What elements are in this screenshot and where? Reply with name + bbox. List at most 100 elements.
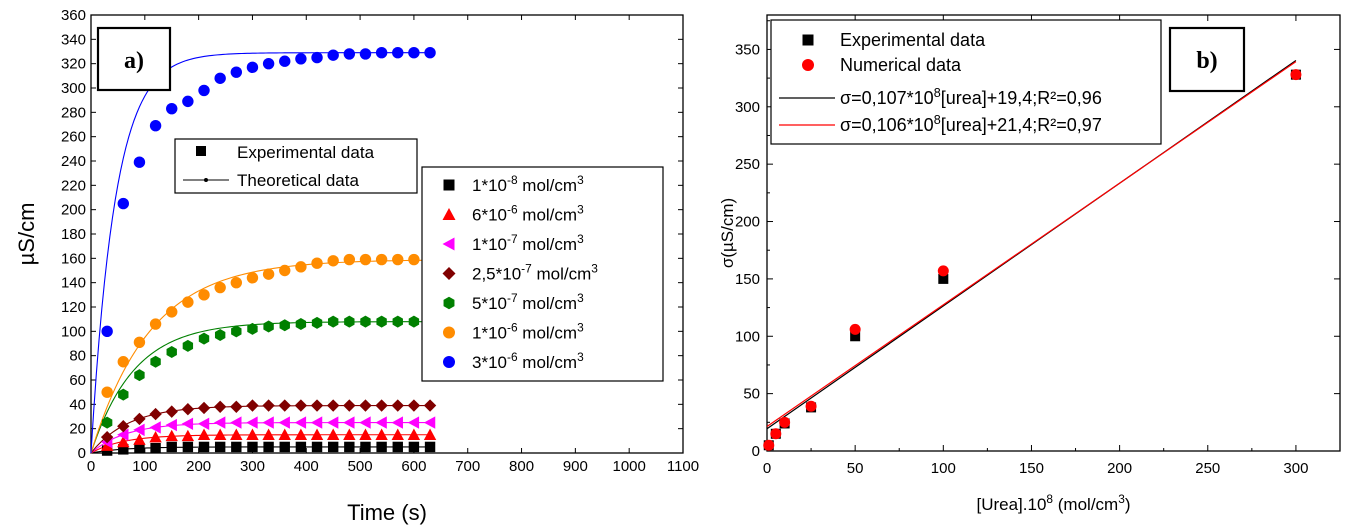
chart-a-x-tick-label: 900 xyxy=(563,458,588,475)
chart-a-y-tick-label: 320 xyxy=(61,56,86,73)
data-point-1-10-8-mol-cm3 xyxy=(134,442,145,454)
data-point-3-10-6-mol-cm3 xyxy=(166,102,178,115)
chart-a-x-tick-label: 500 xyxy=(348,458,373,475)
chart-b-axes: 0 50 100 150 200 250 300 0 50 100 150 200 250 300 350 xyxy=(735,14,1341,477)
data-point-6-10-6-mol-cm3 xyxy=(423,428,437,440)
data-point-2-5-10-7-mol-cm3 xyxy=(359,399,372,412)
data-point-numerical-data xyxy=(779,416,791,428)
chart-b: 0 50 100 150 200 250 300050100150200250300350 … xyxy=(718,14,1341,514)
chart-b-x-tick-label: 200 xyxy=(1107,460,1132,477)
data-point-2-5-10-7-mol-cm3 xyxy=(278,399,291,412)
chart-b-y-tick-label: 0 xyxy=(752,443,760,460)
chart-b-fit-lines xyxy=(766,59,1297,430)
data-point-1-10-8-mol-cm3 xyxy=(327,441,339,453)
legend-marker-3-10-6-mol-cm3 xyxy=(443,356,455,368)
data-point-1-10-8-mol-cm3 xyxy=(311,441,323,453)
data-point-1-10-6-mol-cm3 xyxy=(279,264,291,277)
chart-a-y-tick-label: 280 xyxy=(61,104,86,121)
data-point-6-10-6-mol-cm3 xyxy=(359,428,372,440)
data-point-2-5-10-7-mol-cm3 xyxy=(181,403,195,416)
data-point-3-10-6-mol-cm3 xyxy=(375,47,388,59)
chart-a-y-axis-title: µS/cm xyxy=(14,203,39,266)
data-point-1-10-7-mol-cm3 xyxy=(326,416,339,429)
data-point-numerical-data xyxy=(1290,69,1302,81)
data-point-1-10-8-mol-cm3 xyxy=(424,441,436,453)
data-point-1-10-8-mol-cm3 xyxy=(118,444,129,455)
data-point-1-10-7-mol-cm3 xyxy=(294,416,307,429)
chart-a-y-tick-label: 360 xyxy=(61,7,86,24)
data-point-5-10-7-mol-cm3 xyxy=(134,369,145,382)
data-point-6-10-6-mol-cm3 xyxy=(117,435,130,448)
data-point-experimental-data xyxy=(850,331,861,342)
chart-b-legend: Experimental data Numerical data σ=0,107*1… xyxy=(770,19,1162,145)
data-point-5-10-7-mol-cm3 xyxy=(182,339,194,352)
theoretical-curve-6-10-6-mol-cm3 xyxy=(90,434,431,454)
data-point-1-10-6-mol-cm3 xyxy=(327,255,339,267)
chart-a-y-tick-label: 60 xyxy=(69,372,86,389)
data-point-2-5-10-7-mol-cm3 xyxy=(133,412,146,426)
legend-marker-numerical-data xyxy=(802,59,814,71)
chart-b-y-tick-label: 300 xyxy=(735,99,760,116)
data-point-6-10-6-mol-cm3 xyxy=(326,428,340,440)
chart-b-y-axis-title: σ(µS/cm) xyxy=(718,198,737,268)
legend-fit-label-1: σ=0,107*108[urea]+19,4;R²=0,96 xyxy=(840,86,1102,108)
legend-label-3-10-6-mol-cm3: 3*10-6 mol/cm3 xyxy=(472,350,584,372)
legend-label-1-10-6-mol-cm3: 1*10-6 mol/cm3 xyxy=(472,321,584,343)
data-point-1-10-8-mol-cm3 xyxy=(150,442,161,454)
chart-b-panel-label: b) xyxy=(1196,48,1217,74)
data-point-1-10-7-mol-cm3 xyxy=(117,428,129,441)
data-point-6-10-6-mol-cm3 xyxy=(165,429,178,442)
legend-marker-5-10-7-mol-cm3 xyxy=(443,296,455,310)
data-point-5-10-7-mol-cm3 xyxy=(231,325,242,338)
data-point-numerical-data xyxy=(849,323,861,335)
data-point-1-10-7-mol-cm3 xyxy=(165,418,177,432)
data-point-1-10-8-mol-cm3 xyxy=(166,441,177,453)
legend-marker-1-10-7-mol-cm3 xyxy=(442,237,455,251)
data-point-1-10-7-mol-cm3 xyxy=(262,416,274,429)
data-point-1-10-6-mol-cm3 xyxy=(343,253,356,266)
data-point-2-5-10-7-mol-cm3 xyxy=(326,399,340,412)
data-point-6-10-6-mol-cm3 xyxy=(213,428,227,440)
data-point-6-10-6-mol-cm3 xyxy=(197,428,211,440)
data-point-1-10-7-mol-cm3 xyxy=(213,416,226,429)
chart-a-data-points xyxy=(100,47,437,456)
chart-b-y-tick-label: 100 xyxy=(735,328,760,345)
data-point-5-10-7-mol-cm3 xyxy=(408,315,420,328)
chart-a-y-tick-label: 200 xyxy=(61,202,86,219)
data-point-1-10-6-mol-cm3 xyxy=(182,296,194,308)
theoretical-curve-1-10-6-mol-cm3 xyxy=(90,259,431,454)
data-point-3-10-6-mol-cm3 xyxy=(198,84,210,97)
chart-a-x-tick-label: 400 xyxy=(294,458,319,475)
data-point-3-10-6-mol-cm3 xyxy=(343,48,356,60)
data-point-3-10-6-mol-cm3 xyxy=(279,55,291,67)
data-point-1-10-6-mol-cm3 xyxy=(408,253,420,266)
data-point-2-5-10-7-mol-cm3 xyxy=(407,399,421,412)
data-point-5-10-7-mol-cm3 xyxy=(376,315,387,328)
data-point-6-10-6-mol-cm3 xyxy=(262,428,275,440)
data-point-6-10-6-mol-cm3 xyxy=(181,429,195,442)
theoretical-curve-1-10-8-mol-cm3 xyxy=(90,446,431,454)
data-point-5-10-7-mol-cm3 xyxy=(118,388,129,401)
chart-b-x-tick-label: 0 xyxy=(763,460,771,477)
legend-label-1-10-7-mol-cm3: 1*10-7 mol/cm3 xyxy=(472,232,584,254)
data-point-6-10-6-mol-cm3 xyxy=(391,428,404,440)
chart-a-theoretical-curves xyxy=(90,52,431,454)
data-point-5-10-7-mol-cm3 xyxy=(279,319,290,332)
chart-a-y-tick-label: 300 xyxy=(61,80,86,97)
chart-a-x-tick-label: 800 xyxy=(509,458,534,475)
data-point-1-10-8-mol-cm3 xyxy=(360,441,371,453)
chart-a-x-tick-label: 0 xyxy=(87,458,95,475)
chart-a-y-tick-label: 40 xyxy=(69,396,86,413)
chart-a-panel-label-box: a) xyxy=(96,26,172,92)
data-point-5-10-7-mol-cm3 xyxy=(247,322,258,335)
data-point-1-10-8-mol-cm3 xyxy=(263,441,274,453)
data-point-1-10-6-mol-cm3 xyxy=(295,261,307,273)
data-point-1-10-6-mol-cm3 xyxy=(214,281,226,294)
data-point-1-10-6-mol-cm3 xyxy=(149,318,162,330)
data-point-1-10-6-mol-cm3 xyxy=(133,336,146,348)
chart-a-concentration-legend: 1*10-8 mol/cm3 6*10-6 mol/cm3 1*10-7 mol/c… xyxy=(421,166,664,382)
chart-a-y-tick-label: 240 xyxy=(61,153,86,170)
data-point-5-10-7-mol-cm3 xyxy=(150,355,161,368)
data-point-1-10-8-mol-cm3 xyxy=(182,441,194,453)
